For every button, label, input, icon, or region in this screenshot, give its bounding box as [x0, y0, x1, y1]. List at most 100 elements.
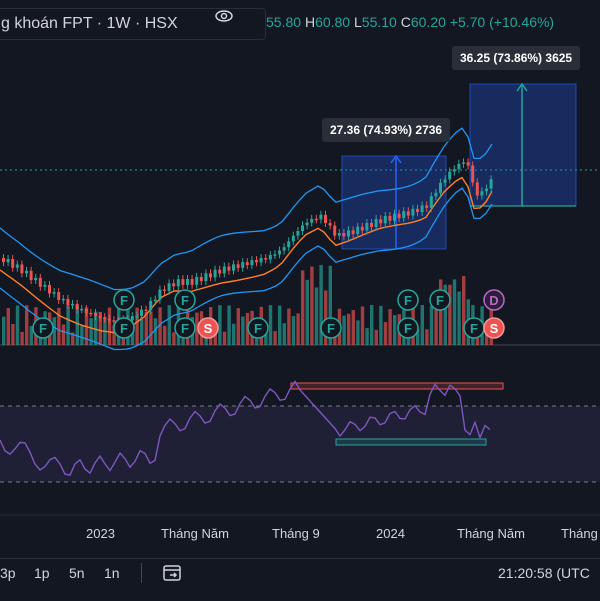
volume-bar: [57, 307, 61, 345]
candle-body: [245, 262, 249, 266]
signal-badge-f[interactable]: F: [247, 317, 269, 339]
volume-bar: [291, 316, 296, 345]
volume-bar: [360, 306, 365, 345]
volume-bar: [6, 308, 10, 345]
candlesticks: [2, 158, 493, 327]
signal-badge-f[interactable]: F: [113, 317, 135, 339]
x-label-thang-nam-2: Tháng Năm: [457, 526, 525, 541]
candle-body: [43, 284, 47, 287]
volume-bar: [153, 318, 158, 345]
candle-body: [324, 214, 327, 224]
volume-bar: [356, 320, 360, 345]
volume-bar: [287, 308, 291, 345]
volume-bar: [236, 308, 240, 345]
volume-bar: [195, 312, 199, 345]
signal-badge-label: S: [204, 321, 213, 336]
candle-body: [379, 219, 383, 224]
candle-body: [236, 264, 240, 268]
candle-body: [48, 284, 51, 294]
signal-badge-label: D: [489, 293, 498, 308]
signal-badge-f[interactable]: F: [32, 317, 54, 339]
volume-bar: [319, 265, 323, 345]
candle-body: [167, 283, 171, 291]
volume-bar: [71, 332, 75, 345]
volume-bar: [20, 331, 24, 345]
measure-arrowhead-1: [390, 154, 402, 164]
high-value: 60.80: [315, 14, 351, 30]
volume-bar: [374, 329, 378, 345]
high-label: H: [304, 14, 316, 30]
candle-body: [195, 276, 199, 285]
candle-body: [112, 320, 116, 322]
volume-bar: [370, 305, 374, 345]
timeframe-1n[interactable]: 1n: [104, 565, 120, 581]
signal-badge-f[interactable]: F: [463, 317, 485, 339]
measure-box-2[interactable]: [469, 83, 577, 207]
close-label: C: [400, 14, 411, 30]
timeframe-5n[interactable]: 5n: [69, 565, 85, 581]
x-label-thang-9: Tháng 9: [272, 526, 320, 541]
eye-icon[interactable]: [214, 8, 234, 28]
calendar-range-icon[interactable]: [162, 563, 182, 588]
candle-body: [38, 277, 42, 287]
close-value: 60.20: [410, 14, 446, 30]
volume-bar: [94, 311, 98, 345]
candle-body: [452, 169, 456, 172]
signal-badge-d[interactable]: D: [483, 289, 505, 311]
candle-body: [397, 213, 401, 219]
signal-badge-s[interactable]: S: [483, 317, 505, 339]
x-label-thang-nam-1: Tháng Năm: [161, 526, 229, 541]
volume-bar: [2, 316, 6, 345]
signal-badge-label: F: [181, 321, 189, 336]
volume-bar: [328, 265, 332, 345]
signal-badge-f[interactable]: F: [429, 289, 451, 311]
candle-body: [466, 162, 470, 166]
candle-body: [360, 226, 364, 231]
timeframe-3p[interactable]: 3p: [0, 565, 16, 581]
volume-bar: [163, 325, 167, 345]
volume-bar: [264, 326, 268, 345]
moving-average-line: [0, 176, 493, 334]
volume-bar: [89, 318, 93, 345]
price-chart[interactable]: FFFFFSFFFFFFFSD: [0, 0, 600, 558]
candle-body: [489, 179, 493, 189]
signal-badge-f[interactable]: F: [397, 317, 419, 339]
signal-badge-f[interactable]: F: [320, 317, 342, 339]
volume-bar: [379, 305, 383, 345]
candle-body: [282, 247, 286, 251]
volume-bar: [61, 324, 66, 345]
candle-body: [6, 258, 10, 263]
volume-bar: [149, 311, 153, 345]
signal-badge-label: F: [404, 293, 412, 308]
volume-bar: [98, 311, 102, 345]
candle-body: [52, 292, 56, 294]
bottom-toolbar: 3p 1p 5n 1n 21:20:58 (UTC: [0, 558, 600, 601]
symbol-legend[interactable]: g khoán FPT · 1W · HSX: [0, 8, 266, 40]
volume-bar: [452, 279, 457, 345]
candle-body: [287, 241, 291, 248]
signal-badge-f[interactable]: F: [397, 289, 419, 311]
volume-bar: [66, 305, 70, 345]
volume-bar: [75, 305, 79, 345]
candle-body: [333, 225, 337, 236]
candle-body: [98, 316, 102, 318]
candle-body: [2, 258, 5, 263]
candle-body: [66, 298, 70, 306]
signal-badge-f[interactable]: F: [174, 289, 196, 311]
low-label: L: [354, 14, 362, 30]
signal-badge-f[interactable]: F: [113, 289, 135, 311]
signal-badge-label: F: [120, 321, 128, 336]
signal-badge-s[interactable]: S: [197, 317, 219, 339]
signal-badge-f[interactable]: F: [174, 317, 196, 339]
candle-body: [411, 208, 415, 216]
candle-body: [204, 273, 208, 282]
volume-bar: [305, 279, 309, 345]
measure-label-1: 27.36 (74.93%) 2736: [322, 118, 451, 142]
timeframe-1p[interactable]: 1p: [34, 565, 50, 581]
rsi-support-zone[interactable]: [335, 438, 487, 446]
volume-bar: [342, 315, 346, 345]
rsi-overbought-zone[interactable]: [290, 382, 504, 390]
volume-bar: [347, 313, 351, 345]
volume-bar: [439, 279, 443, 345]
candle-body: [130, 316, 134, 321]
